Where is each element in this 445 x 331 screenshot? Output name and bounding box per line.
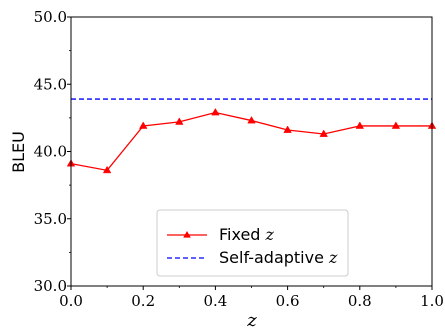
x-tick-label: 0.0 [59, 292, 83, 310]
data-point-triangle [355, 121, 365, 129]
y-tick-label: 40.0 [34, 143, 67, 161]
legend-frame [156, 209, 349, 277]
data-point-triangle [319, 129, 328, 137]
series-layer [66, 98, 437, 174]
x-tick-label: 0.4 [203, 292, 227, 310]
legend: Fixed z Self-adaptive z [156, 209, 349, 277]
y-tick-label: 45.0 [34, 75, 67, 93]
x-tick-label: 0.8 [348, 292, 372, 310]
data-point-triangle [391, 121, 401, 129]
legend-label-fixed-z: Fixed z [219, 225, 275, 244]
y-tick-label: 35.0 [34, 210, 67, 228]
data-point-triangle [138, 121, 148, 129]
data-point-triangle [283, 125, 292, 133]
x-axis-title: z [246, 310, 257, 331]
y-tick-label: 30.0 [34, 277, 67, 295]
x-tick-label: 0.6 [276, 292, 300, 310]
axes-layer: 0.0 0.2 0.4 0.6 0.8 1.0 30.0 35.0 40.0 45.0 50.0 [34, 8, 444, 310]
x-tick-label: 0.2 [131, 292, 155, 310]
data-point-triangle [211, 107, 220, 116]
y-axis-title: BLEU [9, 131, 28, 173]
x-tick-label: 1.0 [420, 292, 444, 310]
legend-label-self-adaptive-z: Self-adaptive z [219, 248, 338, 267]
legend-marker-triangle [183, 231, 191, 238]
data-point-triangle [102, 165, 112, 174]
data-point-triangle [247, 116, 256, 124]
data-point-triangle [175, 117, 184, 125]
y-tick-label: 50.0 [34, 8, 67, 26]
